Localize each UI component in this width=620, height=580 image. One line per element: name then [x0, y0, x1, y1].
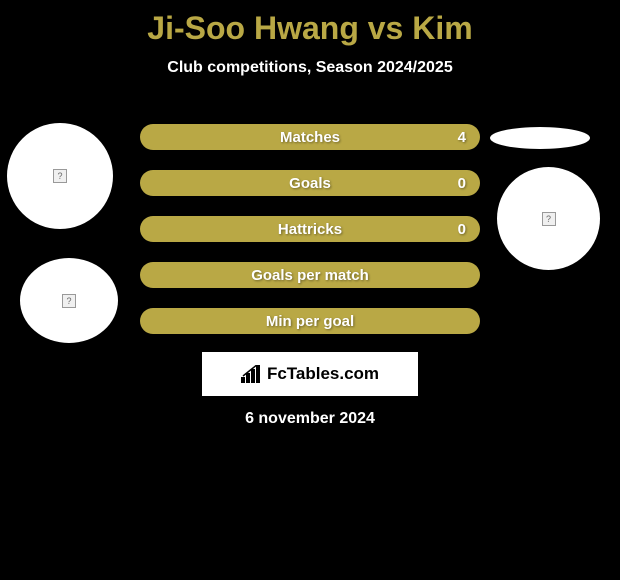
brand-text: FcTables.com [267, 364, 379, 384]
stat-label: Goals per match [251, 267, 369, 284]
ellipse-right-top [490, 127, 590, 149]
image-placeholder-icon: ? [542, 212, 556, 226]
image-placeholder-icon: ? [53, 169, 67, 183]
date-text: 6 november 2024 [0, 410, 620, 428]
player-circle-right: ? [497, 167, 600, 270]
player-circle-left-bottom: ? [20, 258, 118, 343]
stat-row-goals-per-match: Goals per match [140, 262, 480, 288]
stat-value: 0 [458, 175, 466, 192]
image-placeholder-icon: ? [62, 294, 76, 308]
stat-label: Hattricks [278, 221, 342, 238]
stat-label: Min per goal [266, 313, 354, 330]
page-title: Ji-Soo Hwang vs Kim [0, 0, 620, 47]
brand-logo: FcTables.com [241, 364, 379, 384]
stat-row-matches: Matches 4 [140, 124, 480, 150]
stats-container: Matches 4 Goals 0 Hattricks 0 Goals per … [140, 124, 480, 354]
brand-badge[interactable]: FcTables.com [202, 352, 418, 396]
stat-value: 0 [458, 221, 466, 238]
chart-icon [241, 365, 263, 383]
stat-label: Matches [280, 129, 340, 146]
stat-row-goals: Goals 0 [140, 170, 480, 196]
stat-label: Goals [289, 175, 331, 192]
subtitle: Club competitions, Season 2024/2025 [0, 59, 620, 77]
player-circle-left-top: ? [7, 123, 113, 229]
stat-row-min-per-goal: Min per goal [140, 308, 480, 334]
stat-row-hattricks: Hattricks 0 [140, 216, 480, 242]
stat-value: 4 [458, 129, 466, 146]
